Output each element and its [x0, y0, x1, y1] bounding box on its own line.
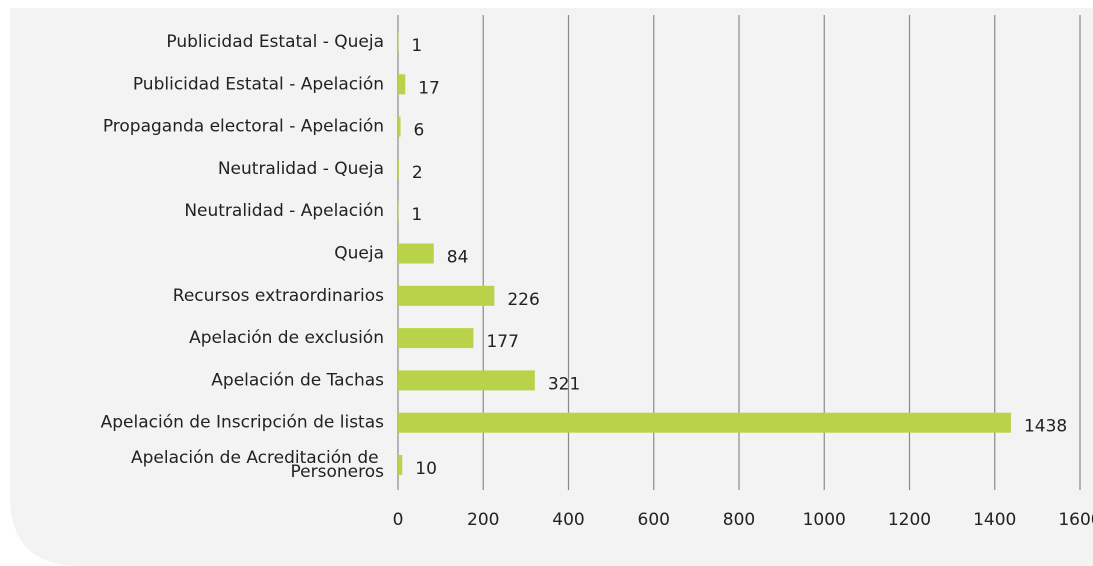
bar	[398, 412, 1011, 433]
category-label: Apelación de exclusión	[189, 328, 384, 348]
value-label: 6	[414, 121, 425, 141]
value-label: 17	[418, 78, 440, 98]
value-label: 226	[507, 290, 539, 310]
value-label: 84	[447, 248, 469, 268]
category-label: Publicidad Estatal - Queja	[166, 32, 384, 52]
x-tick-label: 1600	[1058, 510, 1093, 530]
value-label: 321	[548, 374, 580, 394]
category-label: Apelación de Inscripción de listas	[101, 413, 385, 433]
bar	[398, 158, 399, 179]
category-label: Neutralidad - Apelación	[184, 201, 384, 221]
value-label: 1438	[1024, 417, 1067, 437]
bar	[398, 328, 474, 349]
category-label: Neutralidad - Queja	[218, 159, 384, 179]
x-tick-label: 1000	[803, 510, 846, 530]
x-tick-label: 800	[723, 510, 755, 530]
x-tick-label: 600	[638, 510, 670, 530]
value-label: 1	[411, 36, 422, 56]
category-label: Publicidad Estatal - Apelación	[133, 74, 384, 94]
category-label: Queja	[334, 244, 384, 264]
category-label: Propaganda electoral - Apelación	[103, 117, 384, 137]
x-tick-label: 1200	[888, 510, 931, 530]
x-tick-label: 200	[467, 510, 499, 530]
category-label: Apelación de Tachas	[211, 370, 384, 390]
bar	[398, 116, 401, 137]
x-tick-label: 400	[552, 510, 584, 530]
category-label: Apelación de Acreditación de Personeros	[131, 448, 384, 482]
bar	[398, 243, 434, 264]
value-label: 1	[411, 205, 422, 225]
bar	[398, 285, 495, 306]
x-tick-label: 1400	[973, 510, 1016, 530]
x-tick-label: 0	[393, 510, 404, 530]
value-label: 10	[415, 459, 437, 479]
bar	[398, 370, 535, 391]
value-label: 2	[412, 163, 423, 183]
bar	[398, 455, 403, 475]
category-label: Recursos extraordinarios	[173, 286, 384, 306]
bar	[398, 74, 406, 95]
value-label: 177	[486, 332, 518, 352]
